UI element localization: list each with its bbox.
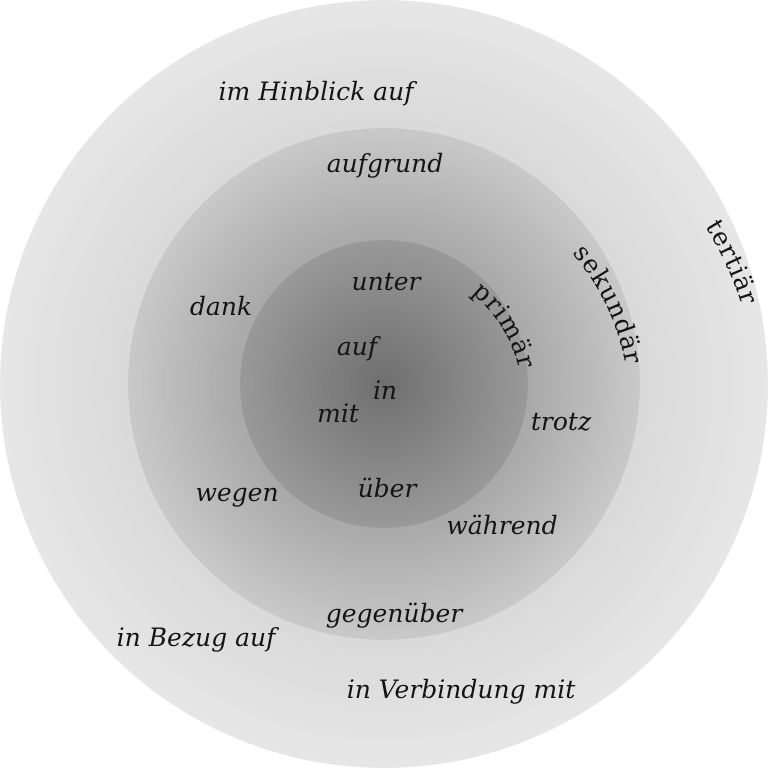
secondary-word: aufgrund [327, 149, 443, 178]
secondary-word: gegenüber [326, 599, 465, 628]
tertiary-word: in Bezug auf [117, 623, 279, 652]
primary-word: unter [352, 267, 423, 296]
primary-word: mit [317, 399, 360, 428]
primary-word: über [358, 474, 419, 503]
secondary-word: während [446, 511, 557, 540]
secondary-word: dank [190, 292, 252, 321]
secondary-word: wegen [195, 478, 278, 507]
tertiary-word: in Verbindung mit [347, 675, 577, 704]
tertiary-word: im Hinblick auf [219, 77, 418, 106]
primary-word: in [373, 376, 397, 405]
secondary-word: trotz [531, 407, 592, 436]
primary-circle [240, 240, 528, 528]
primary-word: auf [337, 332, 381, 361]
